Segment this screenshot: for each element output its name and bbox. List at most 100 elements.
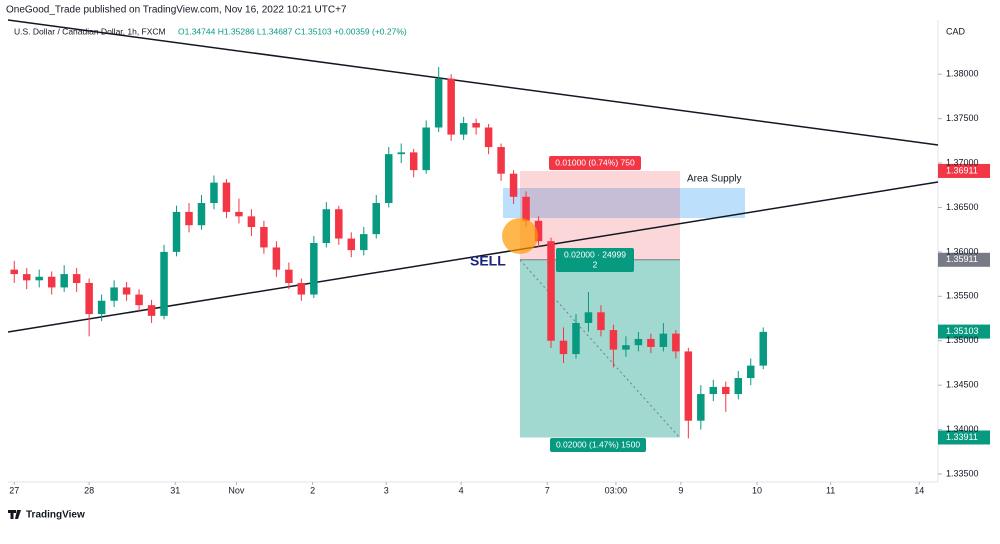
price-tag-label: 1.35911 (946, 254, 978, 264)
candle-body (497, 147, 505, 174)
candle-body (509, 173, 518, 197)
candle-body (384, 154, 393, 204)
y-tick-label: 1.35000 (946, 335, 979, 345)
candle-body (60, 274, 68, 288)
price-tag-label: 1.36911 (946, 165, 978, 175)
sell-label: SELL (470, 253, 506, 269)
candle-body (172, 211, 181, 252)
candle-body (185, 211, 193, 226)
candle-body (697, 394, 705, 421)
candle-body (609, 330, 618, 350)
candle-body (272, 247, 281, 270)
candle-body (422, 127, 430, 171)
trendline-upper (7, 19, 939, 146)
candle-body (135, 294, 143, 306)
candle-body (534, 220, 543, 242)
candle-body (335, 209, 343, 239)
y-tick-label: 1.37000 (946, 157, 979, 167)
x-tick-label: 03:00 (605, 485, 628, 495)
entry-label: 2 (593, 259, 598, 269)
candle-body (322, 209, 331, 244)
candle-body (122, 287, 131, 295)
candle-body (434, 78, 443, 128)
candle-body (709, 386, 718, 395)
candle-body (72, 274, 81, 283)
candle-body (85, 282, 93, 315)
candle-body (260, 227, 268, 248)
candle-body (472, 123, 480, 128)
candle-body (547, 241, 555, 341)
x-tick-label: 31 (170, 485, 180, 495)
price-tag (938, 430, 990, 445)
candle-body (360, 234, 368, 251)
y-tick-label: 1.36000 (946, 246, 979, 256)
x-tick-label: 14 (914, 485, 924, 495)
supply-label: Area Supply (687, 174, 741, 185)
x-tick-label: 27 (9, 485, 19, 495)
price-tag (938, 163, 990, 178)
price-tag (938, 324, 990, 339)
x-tick-label: 9 (678, 485, 683, 495)
candle-body (759, 331, 767, 366)
stop-label: 0.01000 (0.74%) 750 (555, 157, 635, 167)
y-tick-label: 1.37500 (946, 113, 979, 123)
candle-body (97, 300, 106, 315)
candle-body (110, 287, 118, 301)
candle-body (22, 274, 31, 281)
candle-body (484, 127, 493, 148)
target-zone (520, 259, 680, 438)
candle-body (210, 182, 218, 204)
entry-marker (502, 218, 538, 254)
candle-body (35, 276, 43, 281)
candle-body (634, 338, 643, 346)
logo (8, 510, 21, 519)
candle-body (247, 216, 256, 228)
y-tick-label: 1.36500 (946, 202, 979, 212)
candle-body (47, 276, 56, 288)
candle-body (747, 365, 755, 379)
y-tick-label: 1.35500 (946, 291, 979, 301)
candle-body (222, 182, 231, 212)
candle-body (622, 345, 630, 350)
candle-body (572, 322, 580, 355)
x-tick-label: 2 (310, 485, 315, 495)
y-tick-label: 1.33500 (946, 468, 979, 478)
x-tick-label: 11 (826, 485, 835, 495)
entry-label-box (556, 248, 634, 272)
candle-body (235, 211, 243, 217)
x-tick-label: Nov (228, 485, 245, 495)
candle-body (447, 78, 455, 135)
currency: CAD (946, 26, 966, 36)
price-tag (938, 252, 990, 267)
candle-body (197, 203, 206, 226)
byline: OneGood_Trade published on TradingView.c… (6, 5, 347, 16)
y-tick-label: 1.38000 (946, 69, 979, 79)
x-tick-label: 10 (752, 485, 762, 495)
candle-body (684, 351, 693, 421)
ohlc: O1.34744 H1.35286 L1.34687 C1.35103 +0.0… (178, 26, 407, 36)
supply-zone (503, 188, 745, 218)
y-tick-label: 1.34000 (946, 424, 979, 434)
stop-zone (520, 170, 680, 260)
candle-body (347, 238, 356, 251)
candle-body (160, 251, 168, 316)
candle-body (372, 203, 380, 235)
candle-body (310, 243, 318, 295)
candle-body (397, 152, 405, 155)
entry-label: 0.02000 · 24999 (564, 249, 626, 259)
x-tick-label: 3 (384, 485, 389, 495)
price-tag-label: 1.33911 (946, 432, 978, 442)
y-tick-label: 1.34500 (946, 380, 979, 390)
candle-body (584, 312, 593, 323)
candle-body (647, 338, 655, 347)
candle-body (722, 386, 730, 395)
candle-body (672, 333, 680, 352)
candle-body (459, 123, 468, 135)
target-label: 0.02000 (1.47%) 1500 (556, 439, 640, 449)
target-label-box (550, 438, 646, 452)
candle-body (522, 196, 530, 221)
candle-body (285, 269, 293, 283)
x-tick-label: 7 (545, 485, 550, 495)
